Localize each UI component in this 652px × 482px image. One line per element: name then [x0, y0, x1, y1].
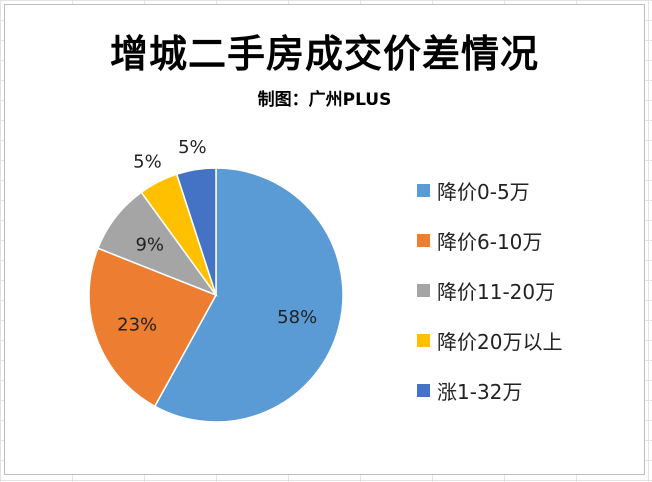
- legend-swatch: [417, 183, 430, 197]
- legend-label: 降价0-5万: [437, 179, 530, 204]
- pie-slice[interactable]: [153, 167, 344, 423]
- data-label: 23%: [117, 314, 157, 335]
- pie-slice[interactable]: [175, 167, 217, 296]
- legend-swatch: [417, 333, 430, 347]
- legend-label: 降价20万以上: [437, 329, 563, 354]
- chart-subtitle: 制图：广州PLUS: [257, 90, 392, 110]
- data-label: 5%: [133, 151, 162, 172]
- legend-item: 降价20万以上: [417, 315, 562, 365]
- legend-label: 降价6-10万: [437, 229, 543, 254]
- legend-label: 降价11-20万: [437, 279, 556, 304]
- data-label: 9%: [135, 235, 164, 256]
- chart-area[interactable]: 增城二手房成交价差情况 制图：广州PLUS 58% 23% 9% 5% 5% 降价0-5…: [4, 4, 645, 475]
- legend-swatch: [417, 233, 430, 247]
- legend-item: 降价11-20万: [417, 265, 562, 315]
- data-label: 5%: [178, 137, 207, 158]
- pie-chart: 58% 23% 9% 5% 5%: [88, 137, 344, 423]
- legend-item: 降价6-10万: [417, 215, 562, 265]
- legend-swatch: [417, 283, 430, 297]
- legend-label: 涨1-32万: [437, 379, 523, 404]
- chart-title: 增城二手房成交价差情况: [109, 32, 539, 76]
- pie-slice[interactable]: [88, 247, 218, 408]
- legend-swatch: [417, 383, 430, 397]
- data-label: 58%: [277, 307, 317, 328]
- legend-item: 涨1-32万: [417, 365, 562, 415]
- chart-legend: 降价0-5万 降价6-10万 降价11-20万 降价20万以上 涨1-32万: [417, 165, 562, 415]
- legend-item: 降价0-5万: [417, 165, 562, 215]
